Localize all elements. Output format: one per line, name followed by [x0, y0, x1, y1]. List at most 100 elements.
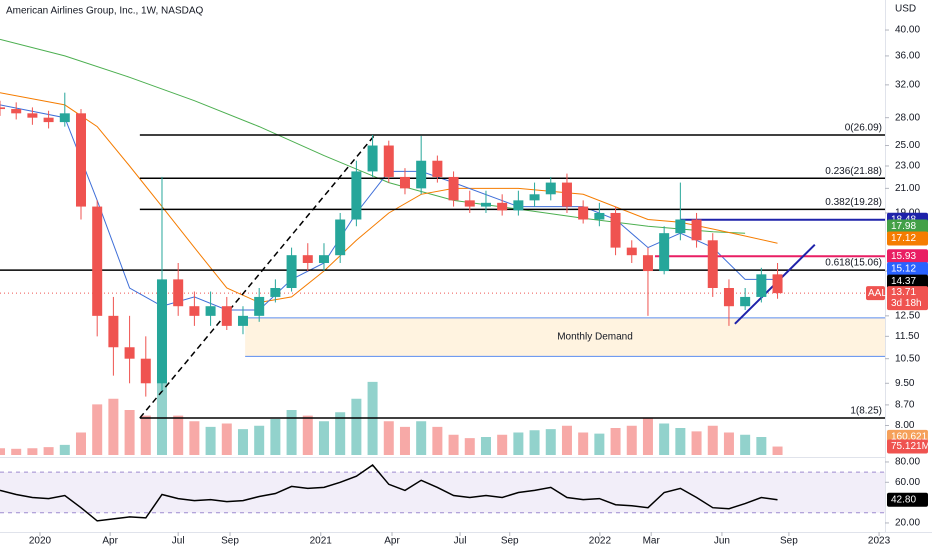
candle-body	[254, 296, 265, 316]
fib-label: 0.618(15.06)	[825, 258, 882, 269]
price-badge: 15.93	[891, 251, 916, 262]
candle-body	[140, 358, 151, 384]
candle-body	[416, 160, 427, 189]
volume-bar	[0, 448, 5, 455]
symbol-badge-bg	[866, 286, 885, 301]
candle-body	[27, 113, 38, 118]
candle-body	[756, 274, 767, 297]
volume-bar	[464, 438, 475, 455]
candle-body	[642, 255, 653, 272]
rsi-badge-bg	[887, 492, 928, 507]
last-price: 13.71	[891, 287, 916, 298]
volume-bar	[626, 425, 637, 455]
volume-bar	[432, 426, 443, 455]
volume-bar	[318, 421, 329, 455]
y-tick-label: 20.00	[895, 518, 920, 529]
x-tick-label: 2021	[310, 536, 333, 547]
volume-bar	[561, 425, 572, 455]
candle-body	[691, 219, 702, 241]
candle-body	[772, 274, 783, 294]
price-badge-bg	[887, 249, 928, 264]
candle-body	[0, 107, 5, 110]
candle-body	[108, 315, 119, 348]
y-tick-label: 80.00	[895, 457, 920, 468]
y-tick-label: 36.00	[895, 51, 920, 62]
rsi-badge: 42.80	[891, 494, 916, 505]
x-tick-label: Sep	[501, 536, 519, 547]
fib-label: 1(8.25)	[850, 406, 882, 417]
y-tick-label: 10.50	[895, 353, 920, 364]
price-badge: 15.12	[891, 264, 916, 275]
volume-bar	[383, 421, 394, 455]
y-tick-label: 23.00	[895, 161, 920, 172]
y-tick-label: 60.00	[895, 477, 920, 488]
volume-bar	[59, 444, 70, 455]
candle-body	[367, 145, 378, 172]
volume-bar	[108, 398, 119, 455]
x-tick-label: Jul	[172, 536, 185, 547]
price-badge: 14.37	[891, 276, 916, 287]
volume-bar	[43, 447, 54, 455]
candle-body	[610, 212, 621, 248]
candle-body	[43, 117, 54, 123]
volume-bar	[529, 430, 540, 455]
volume-bar	[254, 425, 265, 455]
price-badge: 17.12	[891, 233, 916, 244]
candle-body	[432, 160, 443, 177]
volume-badge-bg	[887, 439, 928, 454]
price-badge-bg	[887, 231, 928, 246]
x-tick-label: Jul	[454, 536, 467, 547]
candle-body	[594, 212, 605, 220]
candle-body	[59, 113, 70, 123]
volume-bar	[205, 426, 216, 455]
countdown: 3d 18h	[891, 298, 922, 309]
candle-body	[448, 176, 459, 201]
candle-body	[399, 176, 410, 189]
candle-body	[237, 315, 248, 326]
last-price-bg	[887, 286, 928, 311]
symbol-badge: AAL	[868, 288, 887, 299]
volume-bar	[27, 448, 38, 455]
volume-bar	[156, 376, 167, 455]
volume-bar	[513, 432, 524, 455]
volume-bar	[416, 421, 427, 455]
x-tick-label: Apr	[384, 536, 400, 547]
volume-badge: 75.121M	[891, 441, 930, 452]
moving-average	[0, 92, 778, 304]
candle-body	[561, 182, 572, 207]
price-badge: 17.98	[891, 221, 916, 232]
volume-bar	[237, 429, 248, 455]
x-tick-label: Mar	[643, 536, 661, 547]
x-tick-label: 2023	[868, 536, 891, 547]
x-tick-label: Sep	[221, 536, 239, 547]
candle-body	[92, 206, 103, 316]
candle-body	[383, 145, 394, 177]
volume-bar	[772, 446, 783, 455]
candle-body	[545, 182, 556, 195]
volume-bar	[189, 421, 200, 455]
candle-body	[626, 247, 637, 256]
y-tick-label: 40.00	[895, 25, 920, 36]
volume-bar	[578, 432, 589, 455]
price-badge-bg	[887, 274, 928, 289]
volume-bar	[610, 428, 621, 455]
candle-body	[529, 194, 540, 201]
fib-label: 0(26.09)	[845, 123, 882, 134]
volume-bar	[497, 434, 508, 455]
candle-body	[480, 202, 491, 207]
volume-bar	[286, 410, 297, 455]
candle-body	[578, 206, 589, 220]
volume-bar	[140, 415, 151, 455]
volume-ma-badge: 160.621M	[891, 432, 932, 443]
zone-label: Monthly Demand	[557, 332, 633, 343]
volume-bar	[545, 429, 556, 455]
trend-line	[139, 134, 376, 419]
volume-bar	[92, 404, 103, 455]
volume-bar	[642, 417, 653, 455]
volume-bar	[659, 423, 670, 455]
volume-bar	[480, 437, 491, 455]
volume-bar	[691, 431, 702, 455]
chart-title: American Airlines Group, Inc., 1W, NASDA…	[6, 6, 204, 17]
volume-bar	[335, 412, 346, 455]
volume-bar	[399, 426, 410, 455]
